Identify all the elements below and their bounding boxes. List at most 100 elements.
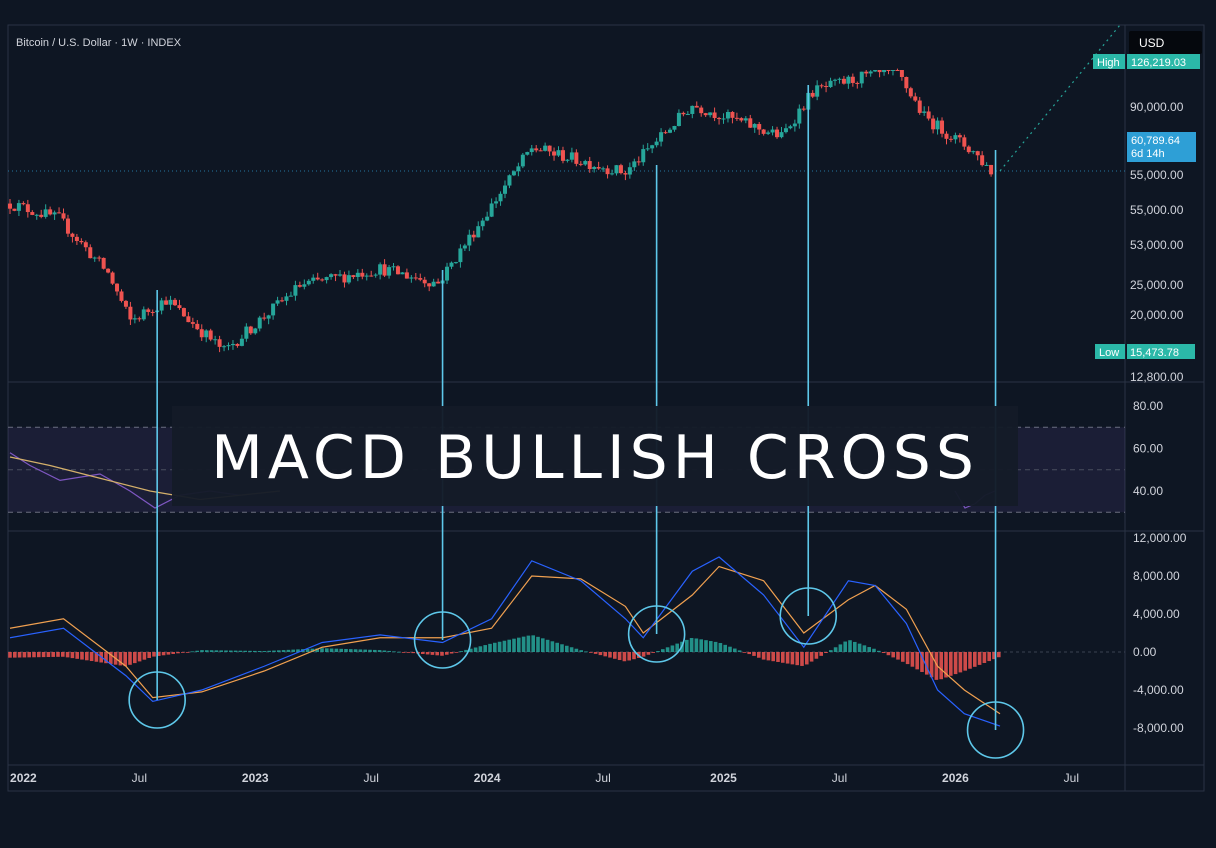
macd-histogram-bar <box>632 652 636 660</box>
time-tick-label: 2025 <box>710 771 737 785</box>
candle-body <box>583 161 588 165</box>
candle-body <box>280 300 285 302</box>
candle-body <box>703 113 708 116</box>
candle-body <box>57 212 62 214</box>
macd-histogram-bar <box>665 647 670 652</box>
candle-body <box>106 268 111 273</box>
candle-body <box>306 280 311 285</box>
macd-histogram-bar <box>305 648 310 652</box>
candle-body <box>462 245 467 249</box>
candle-body <box>538 150 543 152</box>
macd-signal-line <box>9 565 1001 715</box>
macd-histogram-bar <box>589 652 593 653</box>
macd-histogram-bar <box>766 652 771 661</box>
candle-body <box>119 291 124 301</box>
macd-histogram-bar <box>497 641 502 652</box>
macd-histogram-bar <box>349 649 353 652</box>
macd-histogram-bar <box>435 652 439 656</box>
price-axis: 90,000.00 55,000.00 55,000.00 53,000.00 25,0… <box>1130 100 1184 384</box>
price-tick-label: 55,000.00 <box>1130 203 1184 217</box>
candle-body <box>83 242 88 248</box>
macd-histogram-bar <box>598 652 603 656</box>
macd-histogram-bar <box>593 652 598 654</box>
candle-body <box>431 281 436 287</box>
macd-histogram-bar <box>929 652 934 678</box>
macd-histogram-bar <box>785 652 790 664</box>
macd-histogram-bar <box>641 652 646 657</box>
macd-histogram-bar <box>109 652 113 664</box>
candle-body <box>253 328 258 334</box>
candle-body <box>190 322 195 324</box>
macd-histogram-bar <box>41 652 46 658</box>
candle-body <box>400 272 405 275</box>
macd-histogram-bar <box>267 650 271 652</box>
macd-histogram-bar <box>315 648 319 652</box>
last-price-countdown: 6d 14h <box>1131 148 1165 160</box>
candle-body <box>833 79 837 81</box>
candle-body <box>543 145 548 151</box>
candle-body <box>181 308 186 317</box>
macd-histogram-bar <box>430 652 435 655</box>
candle-body <box>725 111 730 119</box>
macd-histogram-bar <box>190 651 195 653</box>
macd-histogram-bar <box>469 648 473 652</box>
macd-histogram-bar <box>728 646 732 652</box>
candle-body <box>810 92 815 97</box>
candle-body <box>944 133 949 139</box>
candle-body <box>681 112 686 115</box>
candle-body <box>962 137 967 147</box>
macd-histogram-bar <box>344 648 348 652</box>
macd-histogram-bar <box>536 636 540 652</box>
candle-body <box>899 70 904 77</box>
macd-histogram-bar <box>502 640 507 652</box>
candle-body <box>931 118 936 130</box>
candle-body <box>922 111 927 113</box>
candle-body <box>748 118 753 128</box>
macd-histogram-bar <box>411 652 415 654</box>
macd-histogram-bar <box>353 649 358 652</box>
candle-body <box>173 299 177 306</box>
candle-body <box>364 275 369 277</box>
macd-tick-label: 8,000.00 <box>1133 569 1180 583</box>
currency-badge[interactable]: USD <box>1129 31 1202 54</box>
macd-histogram-bar <box>992 652 996 660</box>
macd-histogram-bar <box>459 651 463 652</box>
time-axis: 2022 Jul 2023 Jul 2024 Jul 2025 Jul 2026 Jul <box>10 771 1079 785</box>
candle-body <box>378 264 383 275</box>
candle-body <box>676 112 681 126</box>
macd-histogram-bar <box>944 652 948 678</box>
candle-body <box>186 316 191 323</box>
macd-pane[interactable] <box>8 556 1125 727</box>
candle-body <box>587 161 592 170</box>
macd-histogram-bar <box>891 652 895 658</box>
macd-histogram-bar <box>901 652 905 662</box>
macd-histogram-bar <box>742 652 747 653</box>
candle-body <box>168 299 173 305</box>
candle-body <box>503 185 507 194</box>
candle-body <box>721 118 726 120</box>
candle-body <box>217 339 222 347</box>
macd-histogram-bar <box>977 652 982 665</box>
candle-body <box>618 165 623 174</box>
candle-body <box>552 151 557 156</box>
candle-body <box>855 82 860 84</box>
candle-body <box>422 279 427 284</box>
macd-histogram-bar <box>915 652 919 670</box>
candle-body <box>783 128 788 133</box>
candle-body <box>21 203 26 205</box>
macd-histogram-bar <box>896 652 900 660</box>
candle-body <box>409 277 414 279</box>
candle-body <box>904 76 909 89</box>
price-tick-label: 20,000.00 <box>1130 308 1184 322</box>
rsi-axis: 80.00 60.00 40.00 <box>1133 399 1163 498</box>
macd-histogram-bar <box>699 639 703 652</box>
macd-histogram-bar <box>483 645 487 652</box>
time-tick-label: Jul <box>1064 771 1079 785</box>
candle-body <box>43 209 48 217</box>
candle-body <box>850 76 855 83</box>
candle-body <box>52 212 57 215</box>
candle-body <box>471 234 476 238</box>
macd-histogram-bar <box>507 639 511 652</box>
macd-histogram-bar <box>560 644 564 652</box>
candle-body <box>708 112 713 116</box>
